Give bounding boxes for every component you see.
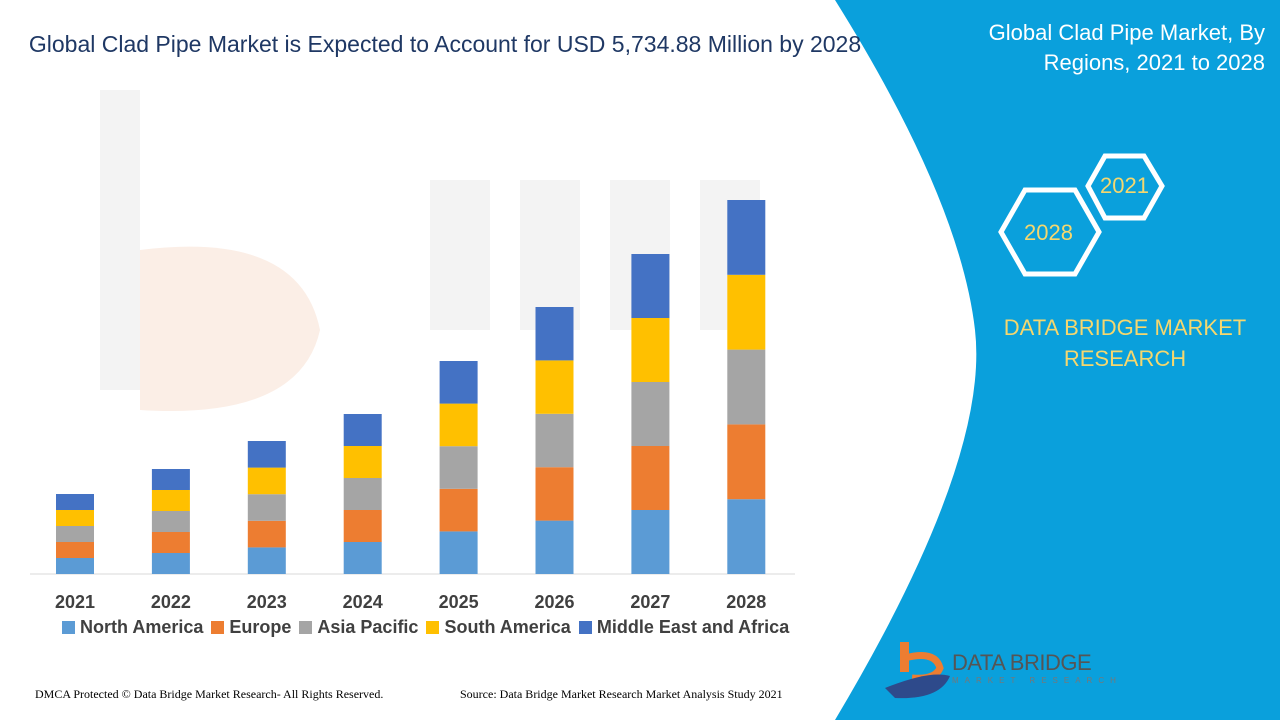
- x-tick-label: 2027: [630, 592, 670, 612]
- logo-name: DATA BRIDGE: [952, 650, 1092, 675]
- bar-segment: [727, 200, 766, 275]
- bar-segment: [247, 547, 286, 574]
- legend-label: Asia Pacific: [317, 617, 419, 637]
- bar-segment: [247, 441, 286, 468]
- x-tick-label: 2021: [55, 592, 95, 612]
- bar-segment: [727, 274, 766, 350]
- bar-segment: [343, 510, 382, 542]
- bar-segment: [56, 526, 94, 542]
- bar-segment: [439, 488, 478, 532]
- bar-segment: [631, 510, 670, 574]
- bar-segment: [439, 446, 478, 489]
- legend-item: Middle East and Africa: [578, 617, 790, 638]
- legend: North America Europe Asia Pacific South Ame…: [62, 617, 789, 638]
- bar-segment: [56, 558, 94, 574]
- bar-segment: [535, 307, 574, 361]
- bar-segment: [247, 520, 286, 548]
- bar-segment: [439, 403, 478, 447]
- bar-segment: [631, 446, 670, 510]
- bar-segment: [727, 499, 766, 574]
- hexagon-2021: [1085, 153, 1165, 221]
- bar-segment: [535, 467, 574, 521]
- x-tick-label: 2022: [151, 592, 191, 612]
- x-tick-label: 2028: [726, 592, 766, 612]
- bar-segment: [343, 542, 382, 574]
- x-tick-label: 2023: [247, 592, 287, 612]
- legend-swatch: [211, 621, 225, 634]
- bar-segment: [535, 413, 574, 468]
- bar-segment: [56, 494, 94, 510]
- legend-label: South America: [444, 617, 571, 637]
- footer-source: Source: Data Bridge Market Research Mark…: [460, 687, 783, 701]
- legend-label: Europe: [229, 617, 292, 637]
- bar-segment: [151, 553, 190, 574]
- bar-segment: [631, 382, 670, 446]
- hex-label-2021: 2021: [1100, 173, 1149, 198]
- hexagon-2028: [998, 187, 1102, 277]
- legend-swatch: [299, 621, 313, 634]
- bar-segment: [56, 542, 94, 558]
- legend-swatch: [578, 621, 592, 634]
- bar-segment: [439, 361, 478, 404]
- legend-label: North America: [80, 617, 204, 637]
- x-tick-label: 2024: [343, 592, 383, 612]
- bar-segment: [247, 494, 286, 521]
- logo-icon: [885, 642, 950, 699]
- brand-text: DATA BRIDGE MARKET RESEARCH: [1003, 315, 1247, 371]
- bar-segment: [535, 520, 574, 574]
- bar-segment: [151, 490, 190, 511]
- bar-segment: [343, 446, 382, 478]
- hex-label-2028: 2028: [1024, 220, 1073, 245]
- bar-segment: [631, 254, 670, 318]
- bar-segment: [439, 531, 478, 574]
- bar-segment: [56, 510, 94, 526]
- bar-segment: [151, 511, 190, 532]
- blue-side-panel: [835, 0, 1280, 720]
- bar-segment: [343, 414, 382, 446]
- x-tick-label: 2025: [439, 592, 479, 612]
- legend-swatch: [426, 621, 440, 634]
- bar-segment: [727, 424, 766, 500]
- stacked-bar-chart: 2021 2022 2023 2024 2025 2026 2027 2028: [30, 200, 795, 612]
- footer-copyright: DMCA Protected © Data Bridge Market Rese…: [35, 687, 384, 701]
- legend-item: North America: [62, 617, 203, 638]
- bar-segment: [247, 467, 286, 495]
- bar-segment: [727, 349, 766, 425]
- chart-title: Global Clad Pipe Market is Expected to A…: [28, 31, 862, 57]
- legend-item: Europe: [211, 617, 291, 638]
- legend-label: Middle East and Africa: [596, 617, 790, 637]
- bar-segment: [343, 478, 382, 510]
- bar-segment: [151, 469, 190, 490]
- x-tick-label: 2026: [534, 592, 574, 612]
- bar-segment: [631, 318, 670, 382]
- logo-sub: MARKET RESEARCH: [952, 676, 1122, 685]
- bar-segment: [151, 532, 190, 553]
- legend-swatch: [62, 621, 75, 634]
- side-title: Global Clad Pipe Market, By Regions, 202…: [988, 20, 1265, 75]
- legend-item: Asia Pacific: [299, 617, 418, 638]
- bar-segment: [535, 360, 574, 414]
- legend-item: South America: [426, 617, 571, 638]
